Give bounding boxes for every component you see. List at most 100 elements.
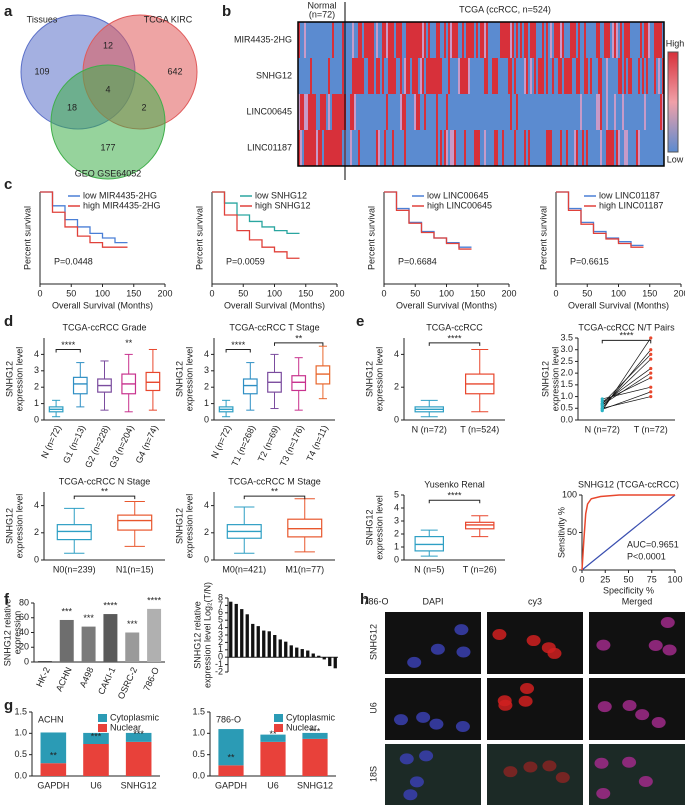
heatmap-cell	[540, 130, 543, 166]
gene-label: LINC01187	[247, 142, 292, 152]
y-tick-label: 0.5	[192, 749, 205, 759]
y-tick-label: 0.0	[560, 414, 573, 424]
heatmap-cell	[614, 22, 617, 58]
auc: AUC=0.9651	[627, 539, 679, 549]
heatmap-cell	[520, 130, 523, 166]
set-label: Tissues	[27, 14, 58, 24]
heatmap-cell	[424, 58, 427, 94]
y-axis-label: Percent survival	[22, 206, 32, 270]
y-tick-label: 0.0	[14, 770, 27, 780]
heatmap-cell	[552, 58, 555, 94]
y-tick-label: 2	[34, 527, 39, 537]
heatmap-cell	[362, 94, 365, 130]
x-tick-label: N (n=5)	[414, 564, 444, 574]
heatmap-cell	[598, 94, 601, 130]
heatmap-cell	[620, 94, 623, 130]
row-label: SNHG12	[368, 624, 378, 660]
heatmap-cell	[318, 94, 321, 130]
x-tick-label: 150	[298, 288, 313, 298]
heatmap-cell	[404, 130, 407, 166]
heatmap-cell	[474, 58, 477, 94]
heatmap-cell	[540, 22, 543, 58]
bar	[322, 657, 326, 660]
heatmap-cell	[432, 22, 435, 58]
bar	[289, 645, 293, 658]
heatmap-cell	[470, 22, 473, 58]
heatmap-cell	[406, 130, 409, 166]
heatmap-cell	[606, 94, 609, 130]
y-tick-label: 1	[218, 644, 223, 654]
heatmap-cell	[420, 130, 423, 166]
pair-line	[602, 386, 651, 400]
survival-curve	[556, 191, 644, 247]
heatmap-cell	[332, 94, 335, 130]
heatmap-cell	[334, 130, 337, 166]
heatmap-cell	[662, 94, 665, 130]
heatmap-cell	[478, 22, 481, 58]
heatmap-cell	[340, 94, 343, 130]
plot-title: TCGA-ccRCC N/T Pairs	[578, 322, 675, 332]
x-tick-label: ACHN	[54, 666, 74, 693]
heatmap-cell	[350, 22, 353, 58]
column-label: cy3	[528, 596, 542, 606]
y-tick-label: 0	[394, 414, 399, 424]
heatmap-cell	[298, 22, 301, 58]
y-tick-label: 2.0	[560, 368, 573, 378]
heatmap-cell	[534, 22, 537, 58]
heatmap-cell	[456, 130, 459, 166]
y-axis-label: SNHG12	[540, 361, 550, 397]
heatmap-cell	[314, 94, 317, 130]
y-axis-label: SNHG12	[364, 509, 374, 545]
heatmap-cell	[362, 130, 365, 166]
heatmap-cell	[550, 22, 553, 58]
heatmap-cell	[424, 22, 427, 58]
heatmap-cell	[618, 58, 621, 94]
heatmap-cell	[580, 94, 583, 130]
significance: ****	[103, 600, 118, 610]
heatmap-cell	[358, 130, 361, 166]
heatmap-cell	[596, 130, 599, 166]
heatmap-cell	[430, 58, 433, 94]
heatmap-cell	[378, 22, 381, 58]
nucleus	[648, 640, 663, 652]
heatmap-cell	[566, 58, 569, 94]
heatmap-cell	[526, 94, 529, 130]
heatmap-cell	[488, 58, 491, 94]
heatmap-cell	[490, 22, 493, 58]
heatmap-cell	[460, 130, 463, 166]
bar-segment	[83, 732, 109, 744]
x-tick-label: G2 (n=228)	[83, 424, 111, 470]
heatmap-cell	[298, 94, 301, 130]
heatmap-cell	[340, 58, 343, 94]
heatmap-cell	[646, 58, 649, 94]
heatmap-cell	[560, 130, 563, 166]
bar	[59, 619, 74, 662]
heatmap-cell	[380, 58, 383, 94]
y-axis-label: expression level	[374, 347, 384, 412]
x-tick-label: 0	[37, 288, 42, 298]
heatmap-cell	[414, 58, 417, 94]
heatmap-cell	[568, 130, 571, 166]
p-value: P=0.6684	[398, 256, 437, 266]
heatmap-cell	[314, 130, 317, 166]
sig-bracket	[73, 495, 136, 500]
legend-label: high MIR4435-2HG	[83, 200, 161, 210]
heatmap-cell	[448, 58, 451, 94]
heatmap-cell	[384, 22, 387, 58]
y-tick-label: 2	[394, 382, 399, 392]
heatmap-cell	[512, 94, 515, 130]
heatmap-cell	[432, 94, 435, 130]
bar	[328, 657, 332, 667]
p-value: P<0.0001	[627, 551, 666, 561]
heatmap-cell	[614, 58, 617, 94]
point	[600, 403, 604, 407]
heatmap-cell	[446, 22, 449, 58]
significance: ***	[127, 619, 138, 629]
heatmap-cell	[386, 94, 389, 130]
heatmap-cell	[396, 58, 399, 94]
heatmap-cell	[346, 130, 349, 166]
heatmap-cell	[486, 22, 489, 58]
heatmap-cell	[460, 22, 463, 58]
y-tick-label: 3	[394, 515, 399, 525]
nucleus	[497, 695, 512, 707]
